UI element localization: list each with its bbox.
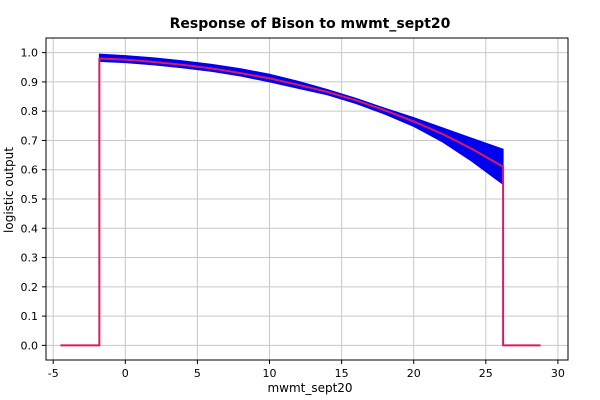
confidence-band	[98, 53, 504, 186]
x-tick-label: 15	[335, 367, 349, 380]
x-axis-label: mwmt_sept20	[267, 381, 352, 395]
y-tick-label: 0.4	[21, 222, 39, 235]
x-tick-label: 25	[479, 367, 493, 380]
x-tick-layer: -5 0 5 10 15 20 25 30	[48, 360, 565, 380]
y-tick-label: 1.0	[21, 47, 39, 60]
x-tick-label: 20	[407, 367, 421, 380]
y-tick-label: 0.3	[21, 252, 39, 265]
y-tick-label: 0.9	[21, 76, 39, 89]
y-axis-label: logistic output	[2, 147, 16, 233]
band-layer	[98, 53, 504, 186]
x-tick-label: 5	[194, 367, 201, 380]
y-tick-label: 0.0	[21, 339, 39, 352]
x-tick-label: 30	[551, 367, 565, 380]
y-tick-label: 0.1	[21, 310, 39, 323]
mean-response-line	[60, 57, 541, 347]
y-tick-label: 0.5	[21, 193, 39, 206]
chart-title: Response of Bison to mwmt_sept20	[170, 16, 451, 32]
line-layer	[60, 57, 541, 347]
x-tick-label: 0	[122, 367, 129, 380]
grid-layer	[46, 38, 568, 360]
y-tick-layer: 0.0 0.1 0.2 0.3 0.4 0.5 0.6 0.7 0.8 0.9 1.0	[21, 47, 46, 352]
y-tick-label: 0.7	[21, 134, 39, 147]
y-tick-label: 0.2	[21, 281, 39, 294]
x-tick-label: -5	[48, 367, 59, 380]
x-tick-label: 10	[263, 367, 277, 380]
y-tick-label: 0.8	[21, 105, 39, 118]
y-tick-label: 0.6	[21, 164, 39, 177]
